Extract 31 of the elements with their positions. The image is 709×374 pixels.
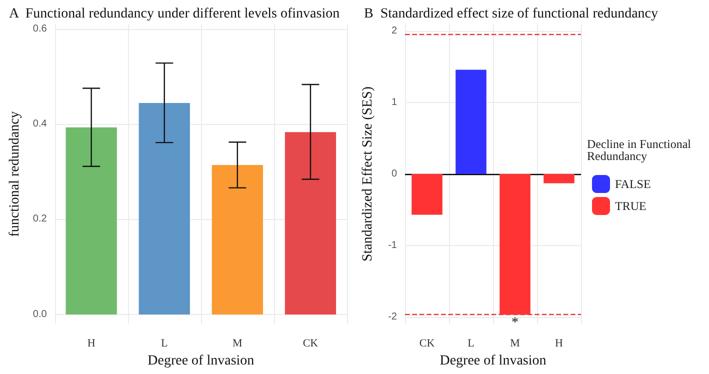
y-tick-label: 0.2 xyxy=(32,214,48,225)
bar xyxy=(138,103,190,314)
y-tick-label: 0.0 xyxy=(32,308,48,320)
bar xyxy=(284,132,336,314)
y-tick-label: 0.4 xyxy=(32,118,48,130)
y-tick-label: 2 xyxy=(391,26,398,37)
legend-label: FALSE xyxy=(615,177,651,191)
x-tick-label: CK xyxy=(302,338,318,350)
x-tick-label: L xyxy=(161,338,168,350)
legend-title: Decline in Functional Redundancy xyxy=(587,137,694,163)
y-tick-label: 0.6 xyxy=(32,23,48,34)
x-tick-label: H xyxy=(87,338,96,350)
y-axis-title: functional redundancy xyxy=(8,111,22,237)
x-axis-title: Degree of lnvasion xyxy=(148,354,254,368)
y-tick-label: -2 xyxy=(388,311,398,322)
y-axis-title: Standardized Effect Size (SES) xyxy=(360,86,376,262)
x-tick-label: H xyxy=(555,338,564,350)
y-tick-label: -1 xyxy=(388,240,398,251)
y-tick-label: 0 xyxy=(391,168,398,180)
x-axis-title: Degree of lnvasion xyxy=(440,354,546,368)
x-tick-label: L xyxy=(468,338,475,350)
y-tick-label: 1 xyxy=(391,97,398,108)
x-tick-label: M xyxy=(232,338,243,350)
x-tick-label: M xyxy=(510,338,520,350)
bar xyxy=(212,164,263,314)
annotation: * xyxy=(512,315,518,330)
chart-title: A Functional redundancy under different levels ofinvasion xyxy=(9,6,340,22)
legend-label: TRUE xyxy=(615,199,646,213)
bar xyxy=(66,127,117,314)
chart-title: B Standardized effect size of functional redundancy xyxy=(364,6,658,22)
x-tick-label: CK xyxy=(419,338,435,350)
